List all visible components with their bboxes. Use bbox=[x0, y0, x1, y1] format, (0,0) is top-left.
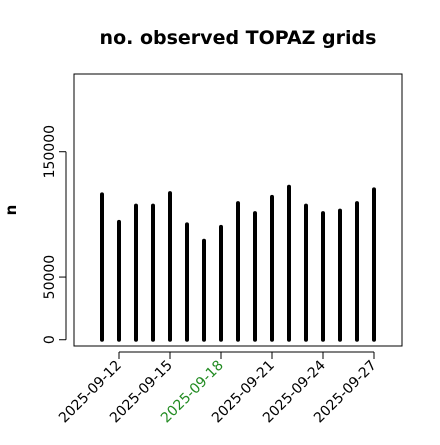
y-tick-label: 50000 bbox=[42, 255, 58, 300]
plot-frame bbox=[73, 73, 403, 347]
y-axis: 0 50000 150000 bbox=[42, 125, 67, 344]
bars-group bbox=[100, 184, 376, 342]
x-axis: 2025-09-122025-09-152025-09-182025-09-21… bbox=[56, 351, 380, 426]
y-axis-label: n bbox=[2, 205, 20, 216]
y-tick-label: 150000 bbox=[42, 125, 58, 178]
y-tick-label: 0 bbox=[42, 335, 58, 344]
chart-title: no. observed TOPAZ grids bbox=[100, 27, 377, 49]
